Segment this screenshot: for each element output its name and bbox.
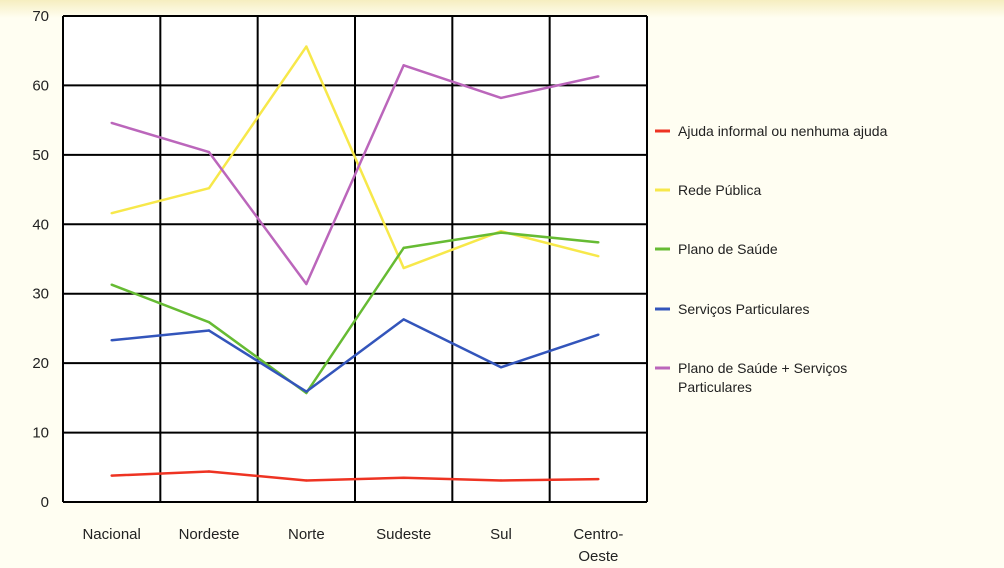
data-point xyxy=(110,474,113,477)
data-point xyxy=(402,64,405,67)
x-tick-label: Sudeste xyxy=(376,526,431,543)
data-point xyxy=(110,211,113,215)
x-tick-label: Sul xyxy=(490,526,512,543)
data-point xyxy=(305,390,308,393)
legend-label: Rede Pública xyxy=(678,182,761,198)
x-tick-label: Nacional xyxy=(82,526,140,543)
data-point xyxy=(402,246,405,250)
series-line xyxy=(111,64,599,286)
data-point xyxy=(305,282,308,286)
data-point xyxy=(499,479,503,482)
legend-label: Plano de Saúde + Serviços Particulares xyxy=(678,360,847,395)
data-point xyxy=(402,318,405,321)
data-point xyxy=(499,96,503,100)
data-point xyxy=(402,266,405,270)
data-point xyxy=(305,45,308,48)
legend-label: Plano de Saúde xyxy=(678,241,778,257)
y-tick-label: 50 xyxy=(32,147,49,164)
data-point xyxy=(499,366,503,369)
header-band xyxy=(0,0,1004,18)
y-tick-label: 0 xyxy=(41,494,49,511)
data-point xyxy=(499,231,503,234)
y-tick-label: 60 xyxy=(32,77,49,94)
series-line xyxy=(111,470,599,482)
data-point xyxy=(597,75,600,78)
y-tick-label: 40 xyxy=(32,216,49,233)
series-line xyxy=(111,231,599,395)
data-point xyxy=(597,255,600,258)
data-point xyxy=(207,470,211,473)
y-tick-label: 30 xyxy=(32,286,49,303)
y-tick-label: 20 xyxy=(32,355,49,372)
data-point xyxy=(402,476,405,479)
data-point xyxy=(305,479,308,482)
x-tick-label: Norte xyxy=(288,526,325,543)
y-tick-label: 10 xyxy=(32,425,49,442)
data-point xyxy=(597,477,600,481)
data-point xyxy=(597,333,600,336)
data-point xyxy=(110,283,113,286)
data-point xyxy=(597,241,600,244)
data-point xyxy=(207,329,211,332)
legend-label: Serviços Particulares xyxy=(678,301,810,317)
data-point xyxy=(207,320,211,324)
data-point xyxy=(207,150,211,154)
series-line xyxy=(111,318,599,393)
data-point xyxy=(110,121,113,125)
data-point xyxy=(110,339,113,342)
data-point xyxy=(207,186,211,190)
x-tick-label: Centro-Oeste xyxy=(573,526,623,565)
y-tick-label: 70 xyxy=(32,8,49,25)
legend-label: Ajuda informal ou nenhuma ajuda xyxy=(678,123,888,139)
x-tick-label: Nordeste xyxy=(179,526,240,543)
